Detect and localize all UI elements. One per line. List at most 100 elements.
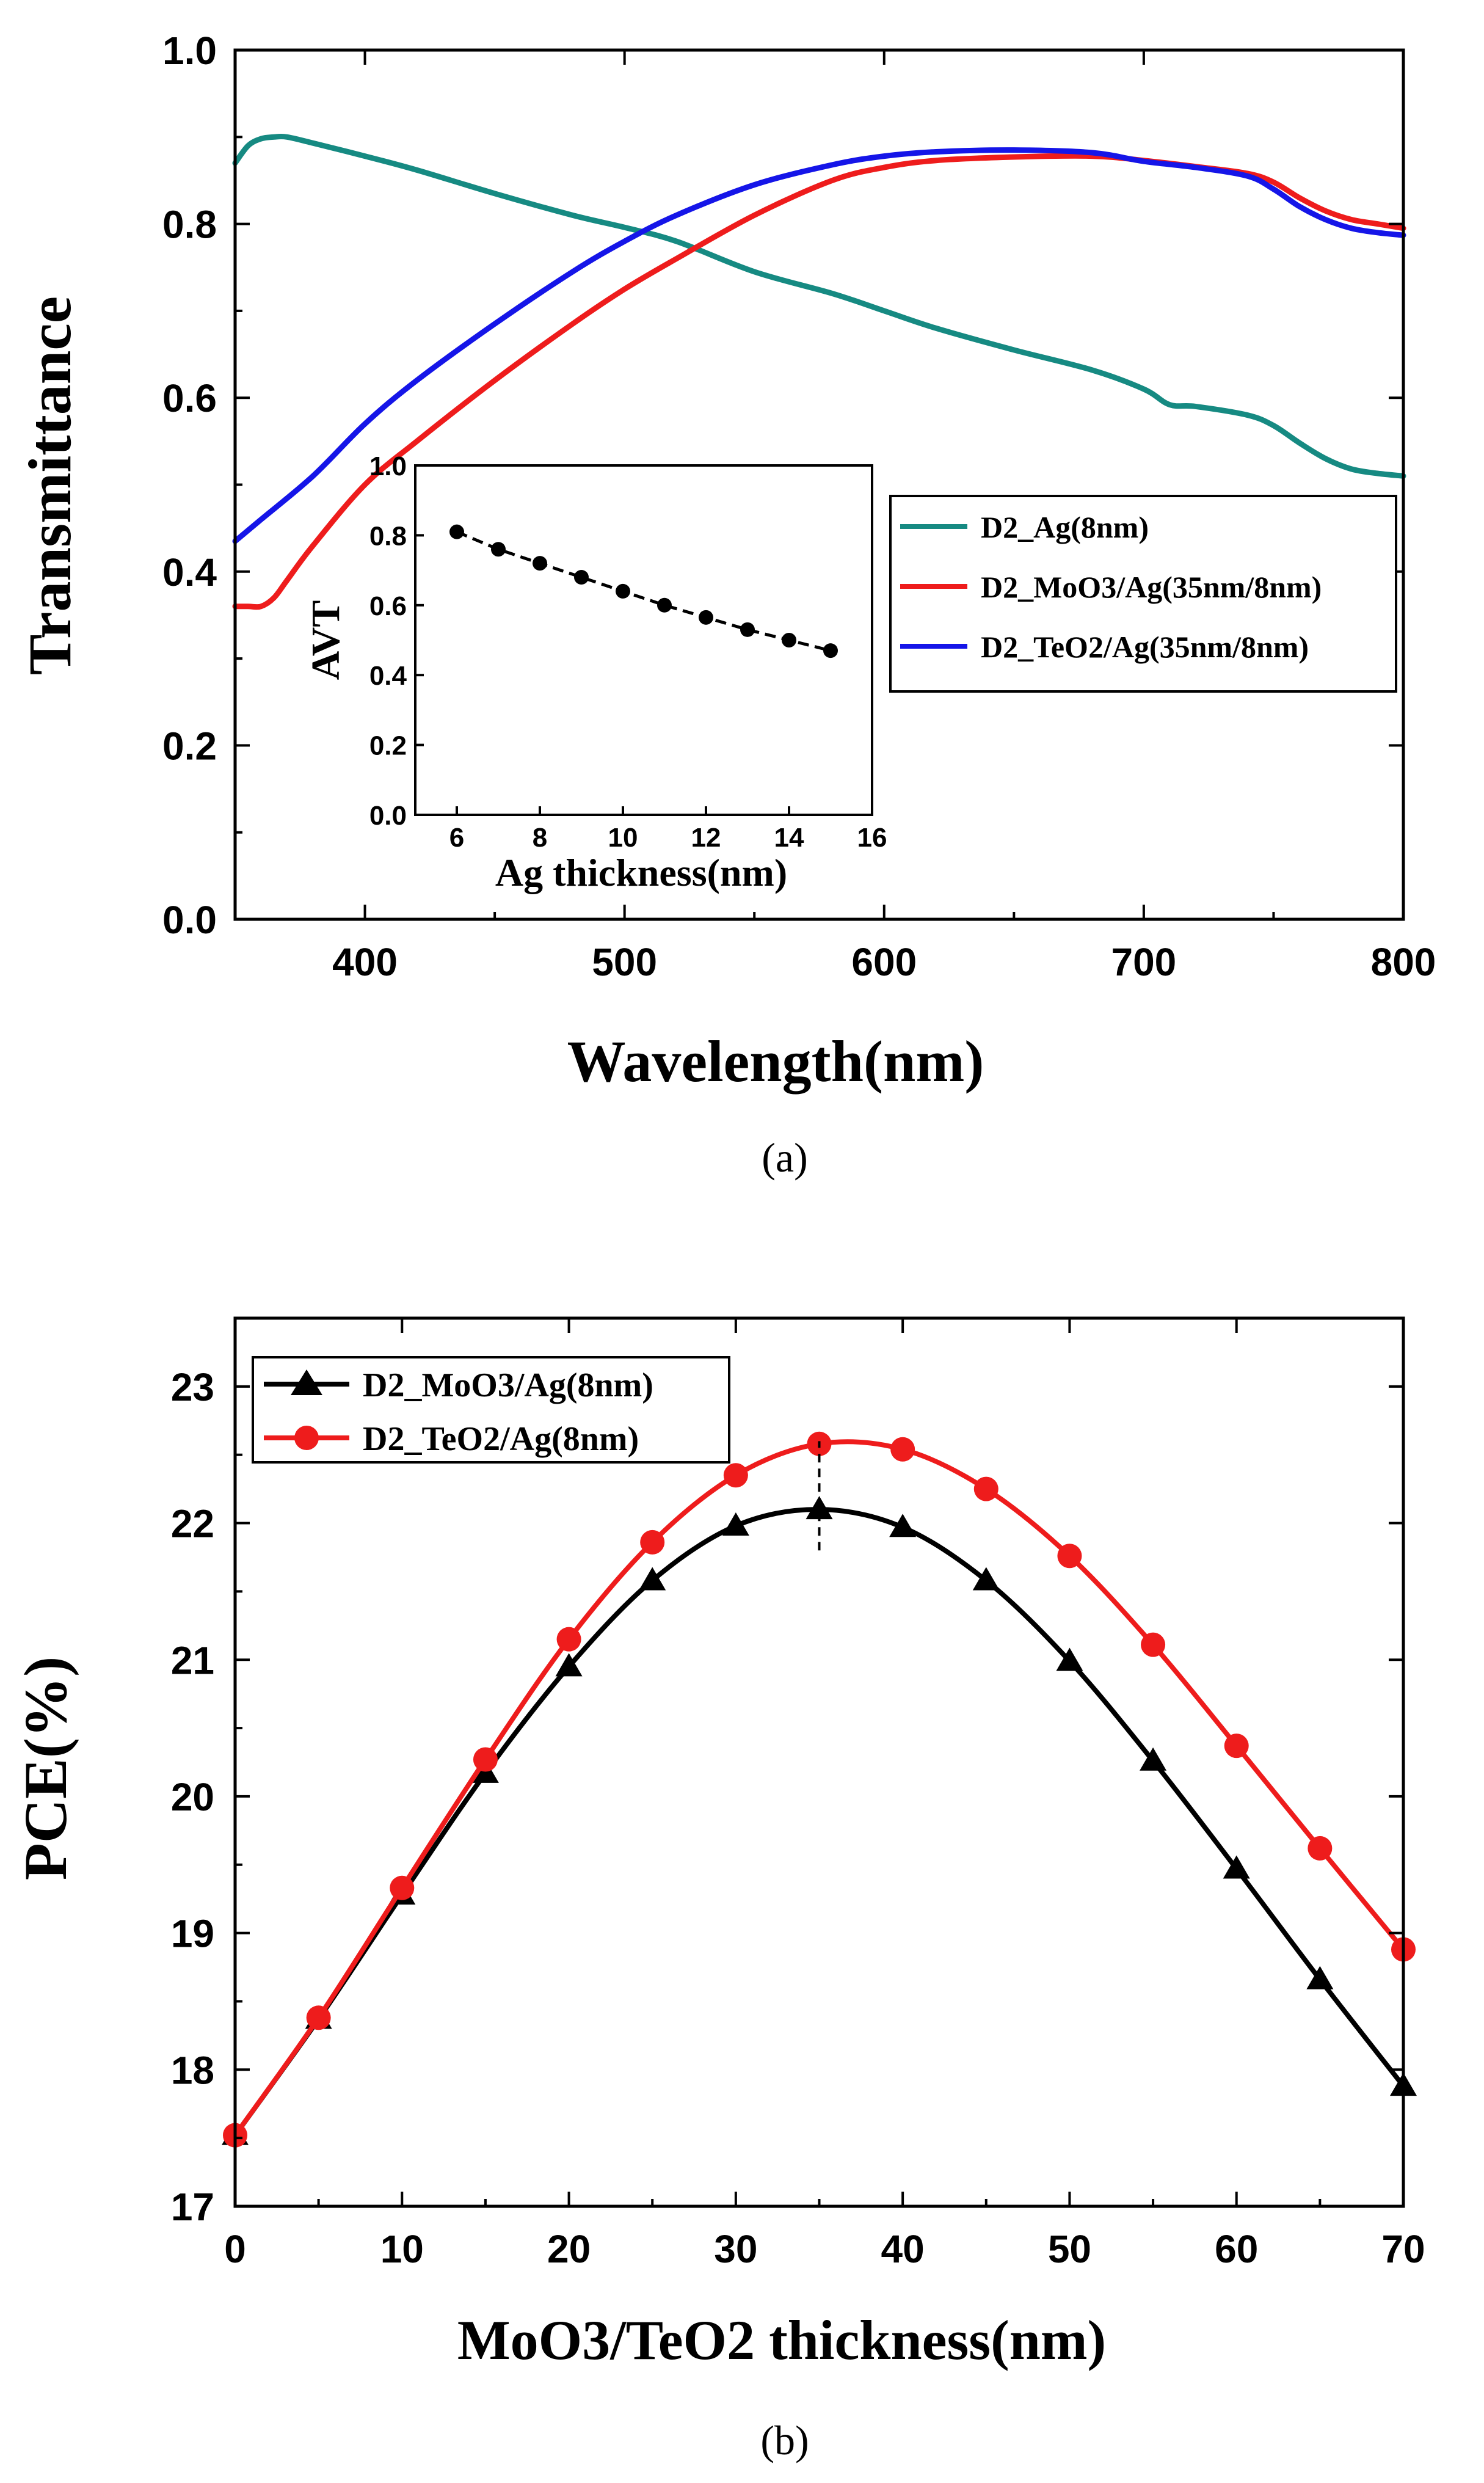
- panel-b-y-axis-title: PCE(%): [12, 1657, 79, 1881]
- panel-a-x-tick-label: 400: [332, 940, 398, 984]
- panel-a-chart: 400 500 600 700 800 0.0 0.2 0.4 0.6 0.8 1.0 6 8 10 12…: [16, 29, 1436, 1181]
- triangle-marker: [1223, 1855, 1250, 1879]
- legend-a-frame: [889, 495, 1397, 693]
- legend-a: D2_Ag(8nm) D2_MoO3/Ag(35nm/8nm) D2_TeO2/…: [889, 495, 1397, 693]
- panel-a-y-tick-label: 0.6: [162, 376, 217, 420]
- inset-y-tick-label: 0.2: [369, 731, 407, 761]
- series-line-d2-moo3-ag-35nm-8nm: [232, 153, 1406, 610]
- panel-a-caption: (a): [762, 1134, 807, 1181]
- inset-x-tick-label: 12: [691, 823, 721, 853]
- inset-avt-line: [456, 530, 831, 652]
- circle-marker: [556, 1627, 581, 1652]
- inset-avt-point: [823, 643, 838, 658]
- panel-a-x-tick-label: 500: [592, 940, 657, 984]
- inset-y-tick-label: 1.0: [369, 451, 407, 481]
- circle-marker: [1141, 1632, 1166, 1657]
- panel-b-x-tick-label: 10: [380, 2227, 424, 2271]
- inset-avt-point: [657, 597, 672, 613]
- panel-a-x-axis-title: Wavelength(nm): [567, 1029, 984, 1094]
- circle-marker: [306, 2005, 331, 2030]
- triangle-marker: [722, 1512, 749, 1536]
- panel-b-y-tick-label: 20: [171, 1775, 214, 1819]
- circle-marker: [723, 1463, 748, 1488]
- circle-marker-icon: [294, 1426, 319, 1450]
- legend-a-label-ag: D2_Ag(8nm): [981, 510, 1149, 544]
- series-line-d2-moo3-ag-8nm: [233, 1507, 1406, 2137]
- inset-x-tick-label: 10: [608, 823, 638, 853]
- triangle-marker: [806, 1496, 833, 1520]
- series-line-d2-teo2-ag-8nm: [233, 1439, 1406, 2137]
- inset-y-axis-title: AVT: [304, 600, 348, 680]
- legend-b: D2_MoO3/Ag(8nm) D2_TeO2/Ag(8nm): [252, 1356, 730, 1464]
- series-line-d2-ag-8nm: [232, 133, 1406, 479]
- panel-b-chart: 0 10 20 30 40 50 60 70 17 18 19 20 21 22 23 D2_MoO3/Ag…: [12, 1316, 1425, 2463]
- panel-b-y-tick-label: 22: [171, 1502, 214, 1546]
- circle-marker: [890, 1437, 915, 1462]
- triangle-marker: [1140, 1747, 1167, 1771]
- panel-a-y-tick-label: 0.8: [162, 203, 217, 247]
- inset-x-tick-label: 14: [774, 823, 804, 853]
- legend-a-label-teo2: D2_TeO2/Ag(35nm/8nm): [981, 630, 1309, 664]
- panel-b-x-tick-label: 0: [224, 2227, 246, 2271]
- inset-x-tick-label: 8: [533, 823, 547, 853]
- legend-b-label-moo3: D2_MoO3/Ag(8nm): [363, 1366, 653, 1404]
- panel-a-x-tick-label: 600: [851, 940, 917, 984]
- panel-b-x-tick-label: 20: [547, 2227, 591, 2271]
- panel-b-y-tick-label: 17: [171, 2185, 214, 2229]
- circle-marker: [640, 1530, 665, 1555]
- triangle-marker: [972, 1567, 1000, 1591]
- triangle-marker: [639, 1567, 666, 1591]
- inset-avt-point: [616, 583, 630, 599]
- circle-marker: [473, 1747, 498, 1772]
- inset-y-tick-label: 0.4: [369, 661, 407, 691]
- panel-a-y-axis-title: Transmittance: [16, 296, 84, 675]
- series-d2-moo3-ag-8nm: [222, 1496, 1417, 2145]
- inset-avt-point: [740, 622, 755, 637]
- panel-b-x-tick-label: 50: [1048, 2227, 1091, 2271]
- legend-b-frame: [252, 1356, 730, 1464]
- inset-y-tick-label: 0.6: [369, 591, 407, 621]
- panel-b-y-tick-label: 21: [171, 1638, 214, 1682]
- triangle-marker: [1306, 1966, 1334, 1989]
- triangle-marker: [555, 1653, 583, 1677]
- series-line-d2-teo2-ag-35nm-8nm: [232, 147, 1406, 544]
- panel-b-y-tick-label: 19: [171, 1912, 214, 1956]
- triangle-marker-icon: [291, 1369, 322, 1395]
- inset-x-axis-title: Ag thickness(nm): [495, 851, 787, 894]
- circle-marker: [390, 1875, 415, 1900]
- panel-a-x-tick-label: 800: [1371, 940, 1436, 984]
- inset-x-tick-label: 16: [857, 823, 887, 853]
- panel-b-x-tick-label: 70: [1381, 2227, 1425, 2271]
- panel-a-y-tick-label: 1.0: [162, 29, 217, 73]
- panel-b-caption: (b): [760, 2417, 809, 2463]
- panel-b-x-tick-label: 40: [881, 2227, 925, 2271]
- inset-chart: 6 8 10 12 14 16 0.0 0.2 0.4 0.6 0.8 1.0 Ag thicknes…: [304, 451, 887, 894]
- inset-y-tick-label: 0.8: [369, 521, 407, 551]
- panel-b-x-axis-title: MoO3/TeO2 thickness(nm): [457, 2309, 1106, 2371]
- circle-marker: [1224, 1734, 1249, 1759]
- circle-marker: [1308, 1836, 1333, 1861]
- inset-frame: [414, 464, 873, 816]
- inset-avt-point: [533, 556, 547, 571]
- inset-avt-point: [782, 633, 796, 647]
- panel-a-y-tick-label: 0.4: [162, 550, 217, 594]
- circle-marker: [1057, 1544, 1082, 1569]
- series-d2-teo2-ag-8nm: [223, 1431, 1416, 2148]
- inset-avt-point: [449, 524, 464, 539]
- panel-a-x-tick-label: 700: [1111, 940, 1176, 984]
- panel-b-y-tick-label: 23: [171, 1365, 214, 1409]
- triangle-marker: [889, 1514, 917, 1537]
- inset-avt-point: [491, 542, 506, 557]
- panel-a-y-tick-label: 0.0: [162, 898, 217, 942]
- panel-b-x-tick-label: 30: [714, 2227, 757, 2271]
- legend-b-label-teo2: D2_TeO2/Ag(8nm): [363, 1420, 639, 1458]
- panel-b-x-tick-label: 60: [1215, 2227, 1258, 2271]
- inset-avt-point: [699, 610, 713, 625]
- legend-a-label-moo3: D2_MoO3/Ag(35nm/8nm): [981, 570, 1322, 604]
- circle-marker: [973, 1476, 998, 1501]
- panel-a-y-tick-label: 0.2: [162, 724, 217, 768]
- panel-b-y-tick-label: 18: [171, 2048, 214, 2092]
- inset-avt-point: [574, 570, 589, 585]
- triangle-marker: [1056, 1647, 1083, 1671]
